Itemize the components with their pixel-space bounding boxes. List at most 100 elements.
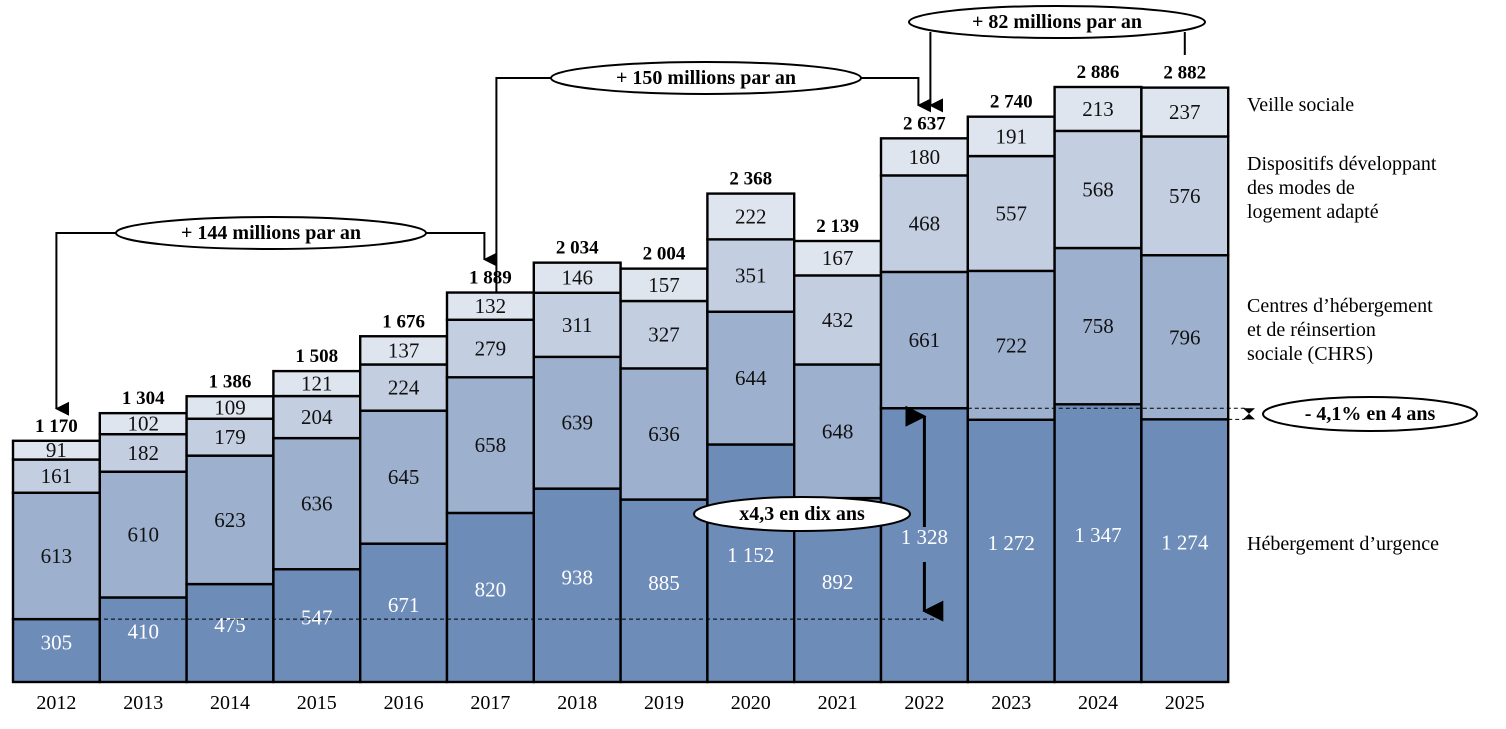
bar-stack-2020 bbox=[706, 192, 796, 684]
total-label: 2 740 bbox=[990, 92, 1033, 113]
data-label: 610 bbox=[127, 523, 159, 547]
data-label: 311 bbox=[562, 313, 593, 337]
data-label: 91 bbox=[46, 438, 67, 462]
annotation-text: + 82 millions par an bbox=[972, 11, 1142, 33]
data-label: 645 bbox=[388, 465, 420, 489]
legend: Veille sociale Dispositifs développant des… bbox=[1247, 94, 1439, 555]
bar-segment bbox=[532, 487, 622, 684]
bar-segment bbox=[706, 192, 796, 241]
bar-segment bbox=[1140, 254, 1230, 421]
data-label: 191 bbox=[995, 124, 1027, 148]
legend-line: et de réinsertion bbox=[1247, 319, 1376, 341]
total-label: 1 170 bbox=[35, 416, 78, 437]
bar-stack-2014 bbox=[185, 395, 275, 684]
total-label: 2 004 bbox=[643, 244, 686, 265]
x-tick-label: 2017 bbox=[470, 692, 510, 714]
legend-line: Centres d’hébergement bbox=[1247, 295, 1433, 317]
data-label: 161 bbox=[41, 464, 73, 488]
bar-segment bbox=[445, 511, 536, 684]
legend-entry: Hébergement d’urgence bbox=[1247, 533, 1439, 555]
legend-line: Veille sociale bbox=[1247, 94, 1354, 116]
data-label: 613 bbox=[41, 544, 73, 568]
bar-segment bbox=[98, 432, 188, 473]
data-label: 1 274 bbox=[1161, 531, 1209, 555]
data-label: 410 bbox=[127, 620, 159, 644]
bar-segment bbox=[11, 491, 102, 621]
bar-stack-2012 bbox=[11, 439, 102, 684]
legend-entry: Dispositifs développant des modes de logem… bbox=[1247, 153, 1437, 223]
bar-segment bbox=[11, 617, 102, 684]
x-tick-label: 2025 bbox=[1165, 692, 1205, 714]
bar-segment bbox=[185, 454, 275, 586]
data-label: 137 bbox=[388, 338, 420, 362]
annotation-bubble bbox=[115, 216, 427, 250]
data-label: 1 152 bbox=[727, 543, 774, 567]
bar-stack-2024 bbox=[1053, 85, 1143, 684]
bar-segment bbox=[1053, 246, 1143, 406]
bar-segment bbox=[1053, 129, 1143, 250]
bar-stack-2025 bbox=[1140, 86, 1230, 684]
total-label: 1 676 bbox=[382, 311, 425, 332]
bar-stack-2013 bbox=[98, 411, 188, 684]
annotation-text: - 4,1% en 4 ans bbox=[1305, 403, 1436, 425]
x-tick-label: 2012 bbox=[36, 692, 76, 714]
bar-segment bbox=[272, 568, 362, 684]
total-label: 2 886 bbox=[1077, 62, 1120, 83]
total-label: 1 508 bbox=[295, 346, 338, 367]
x-tick-label: 2024 bbox=[1078, 692, 1118, 714]
arrow-line bbox=[861, 77, 932, 113]
bar-segment bbox=[98, 470, 188, 599]
total-label: 2 637 bbox=[903, 113, 946, 134]
data-label: 279 bbox=[475, 337, 507, 361]
data-label: 796 bbox=[1169, 325, 1201, 349]
annotation-bubble bbox=[693, 496, 911, 532]
legend-line: des modes de bbox=[1247, 177, 1355, 199]
data-label: 547 bbox=[301, 606, 333, 630]
data-label: 639 bbox=[561, 411, 593, 435]
annotations-group: + 144 millions par an + 150 millions par … bbox=[13, 5, 1478, 622]
data-label: 892 bbox=[822, 570, 854, 594]
annotation-bubble bbox=[908, 5, 1206, 39]
bar-segment bbox=[1140, 135, 1230, 257]
total-label: 2 368 bbox=[729, 169, 772, 190]
legend-entry: Centres d’hébergement et de réinsertion so… bbox=[1247, 295, 1433, 365]
data-label: 351 bbox=[735, 264, 767, 288]
data-label: 568 bbox=[1082, 177, 1114, 201]
x-tick-label: 2018 bbox=[557, 692, 597, 714]
x-tick-label: 2019 bbox=[644, 692, 684, 714]
x-tick-label: 2020 bbox=[731, 692, 771, 714]
x-tick-label: 2016 bbox=[384, 692, 424, 714]
data-label: 305 bbox=[41, 631, 73, 655]
x-tick-label: 2015 bbox=[297, 692, 337, 714]
bar-segment bbox=[98, 596, 188, 684]
bar-segment bbox=[1140, 418, 1230, 684]
bar-segment bbox=[445, 376, 536, 515]
total-label: 1 386 bbox=[209, 371, 252, 392]
data-label: 648 bbox=[822, 419, 854, 443]
hourglass-icon bbox=[1243, 408, 1255, 420]
data-label: 885 bbox=[648, 571, 680, 595]
annotation-text: x4,3 en dix ans bbox=[739, 503, 865, 525]
data-label: 121 bbox=[301, 372, 333, 396]
data-label: 179 bbox=[214, 425, 246, 449]
bar-segment bbox=[966, 418, 1056, 684]
data-label: 468 bbox=[909, 212, 941, 236]
data-label: 182 bbox=[127, 441, 159, 465]
data-label: 938 bbox=[561, 565, 593, 589]
data-label: 1 328 bbox=[901, 525, 948, 549]
data-label: 102 bbox=[127, 412, 159, 436]
total-label: 2 139 bbox=[816, 216, 859, 237]
data-label: 1 272 bbox=[988, 531, 1035, 555]
annotation-text: + 144 millions par an bbox=[181, 222, 361, 244]
bar-stack-2017 bbox=[445, 291, 536, 684]
data-label: 1 347 bbox=[1074, 523, 1121, 547]
bar-segment bbox=[966, 154, 1056, 273]
total-label: 1 304 bbox=[122, 388, 165, 409]
data-label: 432 bbox=[822, 308, 854, 332]
arrow-line bbox=[55, 232, 116, 416]
bar-segment bbox=[185, 582, 275, 684]
data-label: 327 bbox=[648, 323, 680, 347]
bar-segment bbox=[966, 115, 1056, 158]
